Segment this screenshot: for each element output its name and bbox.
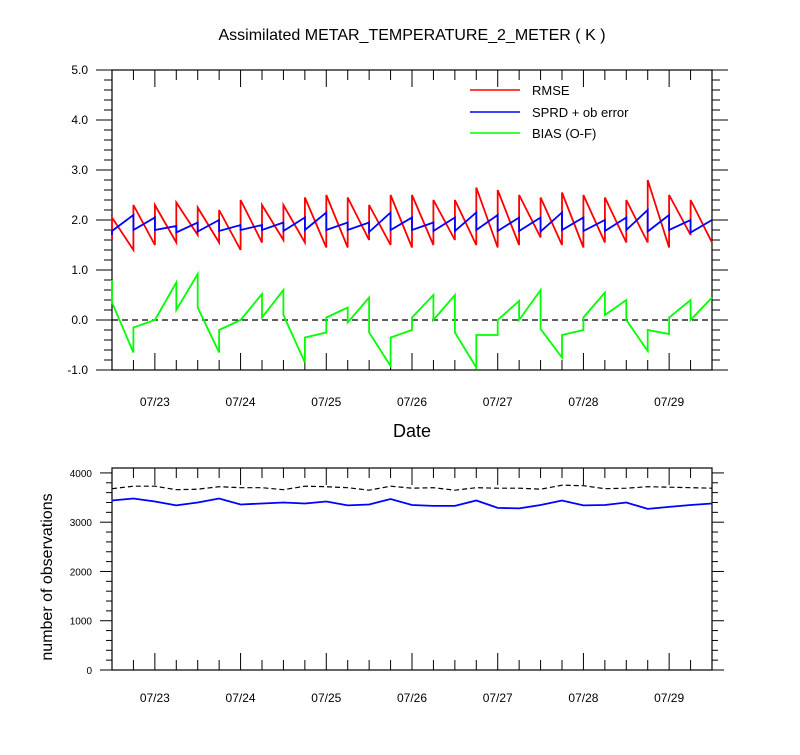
legend-label-rmse: RMSE	[532, 83, 570, 98]
top-ytick-label: 4.0	[71, 113, 88, 127]
bottom-ytick-label: 0	[86, 666, 92, 677]
top-plot-area: 07/23 07/24 07/25 07/26 07/27 07/28 07/29 -1.0 0…	[67, 63, 728, 409]
bottom-series-observations-assimilated	[111, 497, 713, 510]
bottom-ytick-label: 2000	[70, 567, 93, 578]
top-xtick-label: 07/26	[397, 395, 427, 409]
top-ytick-label: 3.0	[71, 163, 88, 177]
chart-title: Assimilated METAR_TEMPERATURE_2_METER ( …	[218, 27, 605, 44]
top-xtick-label: 07/23	[140, 395, 170, 409]
legend: RMSE SPRD + ob error BIAS (O-F)	[470, 83, 629, 141]
bottom-plot-area: 07/23 07/24 07/25 07/26 07/27 07/28 07/29 0 1000…	[70, 467, 724, 705]
bottom-plot-frame	[111, 467, 713, 671]
bottom-series-observations-possible	[111, 484, 713, 491]
bottom-xtick-label: 07/29	[654, 691, 684, 705]
top-series-rmse	[111, 179, 713, 254]
bottom-ytick-label: 1000	[70, 617, 93, 628]
top-xtick-label: 07/29	[654, 395, 684, 409]
bottom-xtick-label: 07/25	[311, 691, 341, 705]
legend-label-sprd: SPRD + ob error	[532, 105, 629, 120]
top-ytick-label: -1.0	[67, 363, 88, 377]
bottom-xtick-label: 07/27	[483, 691, 513, 705]
bottom-ytick-label: 4000	[70, 469, 93, 480]
top-xtick-label: 07/24	[226, 395, 256, 409]
top-xtick-label: 07/25	[311, 395, 341, 409]
top-series-bias-o-f	[111, 270, 713, 371]
legend-label-bias: BIAS (O-F)	[532, 126, 596, 141]
top-ytick-label: 5.0	[71, 63, 88, 77]
top-xtick-label: 07/28	[568, 395, 598, 409]
bottom-xtick-label: 07/23	[140, 691, 170, 705]
top-xtick-label: 07/27	[483, 395, 513, 409]
bottom-xtick-label: 07/28	[568, 691, 598, 705]
top-ytick-label: 1.0	[71, 263, 88, 277]
top-ytick-label: 2.0	[71, 213, 88, 227]
bottom-xtick-label: 07/26	[397, 691, 427, 705]
bottom-ytick-label: 3000	[70, 518, 93, 529]
top-ytick-label: 0.0	[71, 313, 88, 327]
bottom-xtick-label: 07/24	[226, 691, 256, 705]
top-series-sprd-ob-error	[111, 207, 713, 235]
x-axis-label: Date	[393, 421, 431, 441]
y-axis-label-observations: number of observations	[39, 493, 56, 660]
